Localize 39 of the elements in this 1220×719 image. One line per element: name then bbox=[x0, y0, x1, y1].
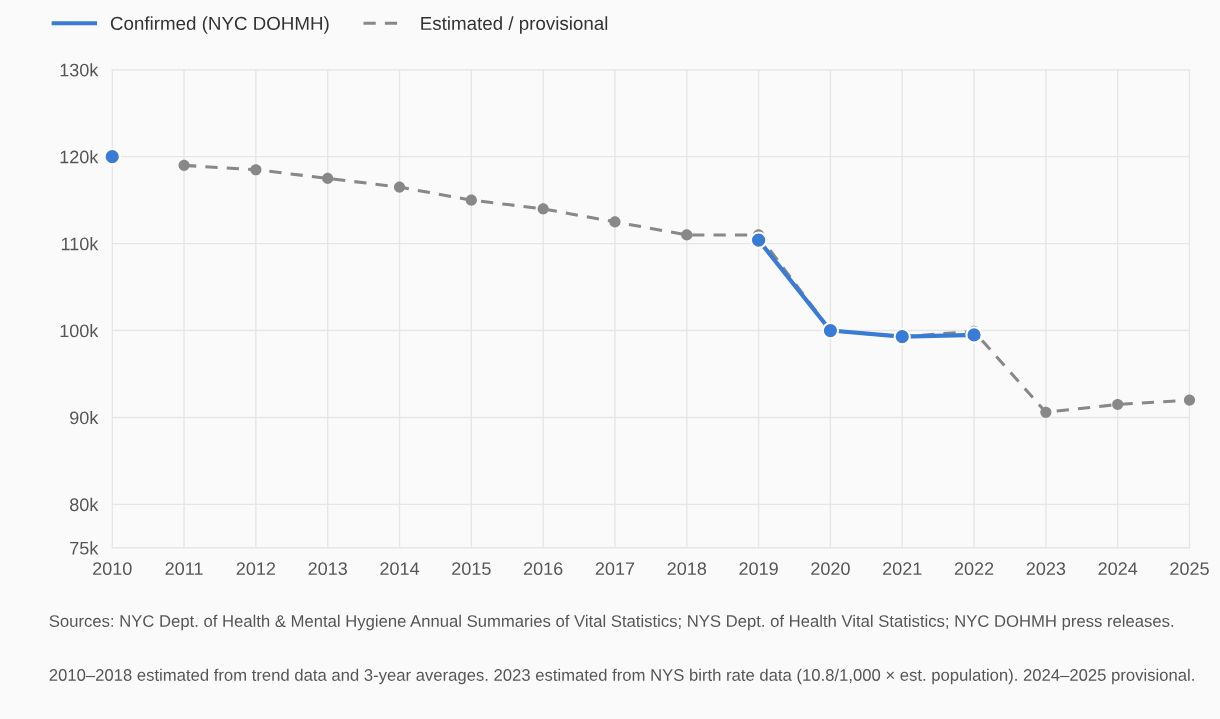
y-tick-label: 80k bbox=[70, 497, 99, 512]
x-tick-label: 2013 bbox=[308, 562, 347, 576]
x-tick-label: 2016 bbox=[523, 562, 563, 576]
legend-label: Confirmed (NYC DOHMH) bbox=[110, 16, 329, 34]
y-tick-label: 100k bbox=[60, 324, 99, 338]
x-tick-label: 2010 bbox=[93, 562, 132, 576]
x-tick-label: 2022 bbox=[954, 562, 994, 576]
y-tick-label: 75k bbox=[70, 541, 99, 555]
point bbox=[393, 181, 406, 193]
x-tick-label: 2012 bbox=[236, 562, 276, 576]
point bbox=[178, 159, 190, 171]
x-tick-label: 2015 bbox=[452, 562, 491, 576]
source-note: Sources: NYC Dept. of Health & Mental Hygiene Annual Summaries of Vital Statistics; NYS Dept. of Health Vital Statistics; NYC DOHMH press releases. bbox=[49, 614, 1174, 631]
point bbox=[1040, 406, 1052, 418]
point bbox=[537, 203, 549, 215]
point bbox=[322, 172, 334, 184]
point bbox=[1183, 394, 1196, 406]
point bbox=[681, 229, 693, 241]
y-tick-label: 130k bbox=[60, 63, 99, 77]
x-tick-label: 2017 bbox=[595, 562, 635, 576]
point bbox=[465, 194, 477, 206]
x-tick-label: 2014 bbox=[380, 562, 420, 576]
y-tick-label: 90k bbox=[70, 410, 99, 425]
x-tick-label: 2011 bbox=[165, 562, 203, 576]
point bbox=[1112, 398, 1124, 410]
x-tick-label: 2018 bbox=[667, 562, 707, 576]
x-tick-label: 2025 bbox=[1170, 562, 1209, 576]
legend-label: Estimated / provisional bbox=[421, 16, 608, 34]
point bbox=[250, 164, 262, 176]
x-tick-label: 2020 bbox=[811, 562, 850, 576]
x-tick-label: 2024 bbox=[1098, 562, 1138, 576]
point bbox=[103, 148, 121, 166]
text: 2010–2018 estimated from trend data and 3-year averages. 2023 estimated from NYS birth rate data (10.8/1,000 × est. population). 2024–2025 provisional. bbox=[49, 668, 1194, 685]
y-tick-label: 120k bbox=[60, 150, 99, 164]
y-tick-label: 110k bbox=[61, 237, 99, 251]
x-tick-label: 2023 bbox=[1026, 562, 1066, 576]
x-tick-label: 2019 bbox=[739, 562, 778, 576]
x-tick-label: 2021 bbox=[883, 562, 922, 576]
point bbox=[609, 216, 621, 228]
